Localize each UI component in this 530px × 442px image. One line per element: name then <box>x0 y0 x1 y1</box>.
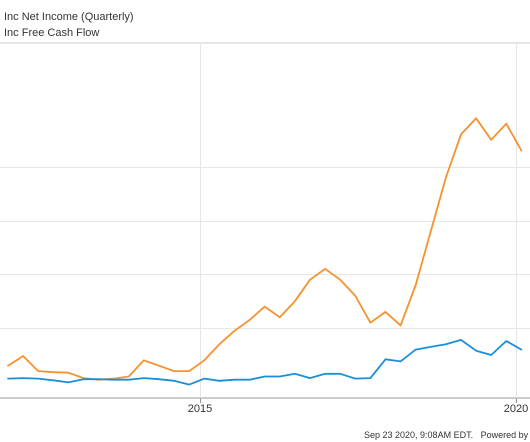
series-line-free-cash-flow <box>7 117 523 381</box>
plot-frame <box>0 42 530 399</box>
legend-item-free-cash-flow[interactable]: Inc Free Cash Flow <box>4 27 99 39</box>
series-line-net-income <box>7 338 523 386</box>
legend-label-net-income: Inc Net Income (Quarterly) <box>4 11 134 23</box>
x-axis-ticks: 2015 2020 <box>188 398 528 415</box>
gridlines <box>0 43 530 398</box>
powered-by-text: Powered by <box>480 430 529 440</box>
legend-item-net-income[interactable]: Inc Net Income (Quarterly) <box>4 11 134 23</box>
legend-label-free-cash-flow: Inc Free Cash Flow <box>4 27 100 39</box>
x-tick-label: 2020 <box>504 403 528 415</box>
chart-footer: Sep 23 2020, 9:08AM EDT. Powered by Y <box>364 425 530 441</box>
timestamp: Sep 23 2020, 9:08AM EDT. <box>364 430 474 440</box>
series-lines <box>7 117 523 386</box>
x-tick-label: 2015 <box>188 403 212 415</box>
